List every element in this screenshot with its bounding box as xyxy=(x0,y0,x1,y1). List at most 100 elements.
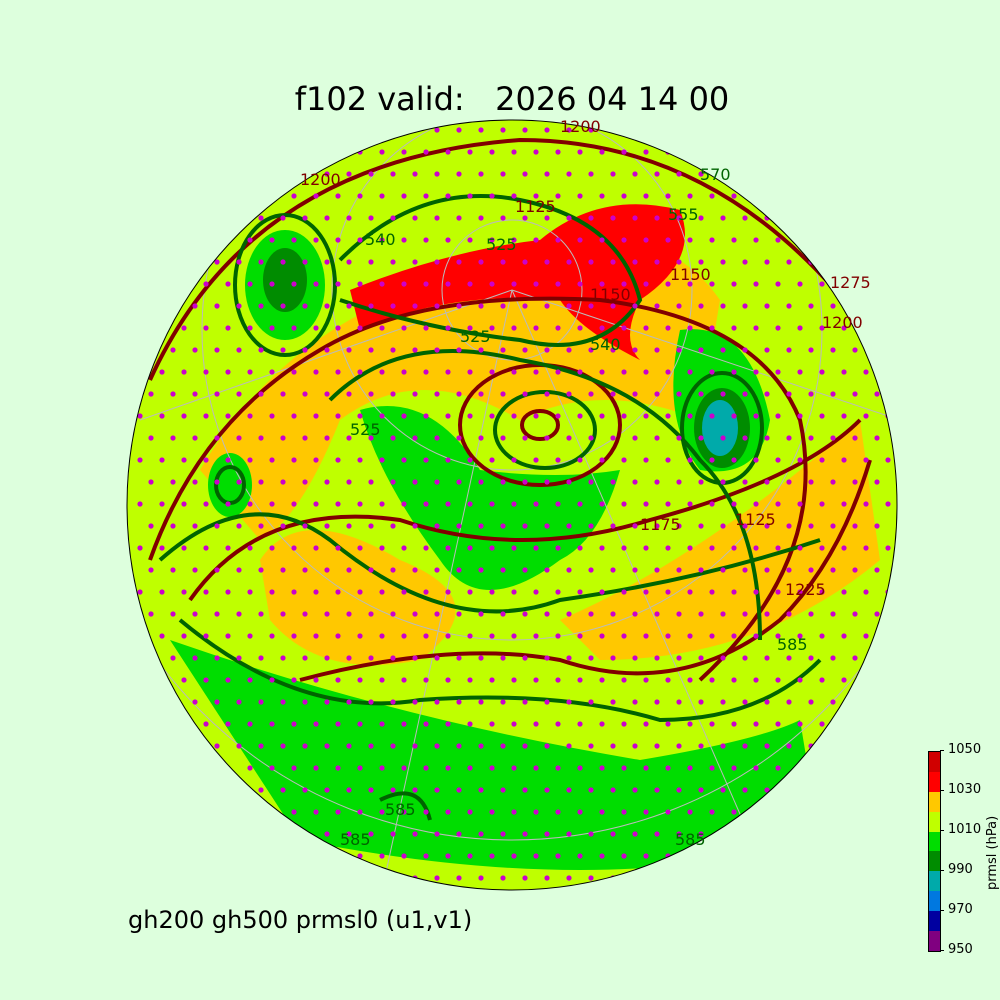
wind-vector-dot xyxy=(632,699,638,705)
wind-vector-dot xyxy=(786,215,792,221)
wind-vector-dot xyxy=(390,787,396,793)
contour-label-gh500: 585 xyxy=(675,830,706,849)
wind-vector-dot xyxy=(819,457,825,463)
wind-vector-dot xyxy=(555,281,561,287)
wind-vector-dot xyxy=(225,193,231,199)
wind-vector-dot xyxy=(753,413,759,419)
wind-vector-dot xyxy=(137,853,143,859)
wind-vector-dot xyxy=(863,501,869,507)
wind-vector-dot xyxy=(533,281,539,287)
wind-vector-dot xyxy=(797,589,803,595)
wind-vector-dot xyxy=(258,875,264,881)
wind-vector-dot xyxy=(676,259,682,265)
wind-vector-dot xyxy=(885,765,891,771)
wind-vector-dot xyxy=(610,655,616,661)
wind-vector-dot xyxy=(885,501,891,507)
wind-vector-dot xyxy=(742,523,748,529)
wind-vector-dot xyxy=(148,699,154,705)
wind-vector-dot xyxy=(643,193,649,199)
wind-vector-dot xyxy=(346,655,352,661)
colorbar-tick xyxy=(940,870,944,871)
wind-vector-dot xyxy=(478,611,484,617)
wind-vector-dot xyxy=(533,809,539,815)
wind-vector-dot xyxy=(511,853,517,859)
wind-vector-dot xyxy=(577,325,583,331)
wind-vector-dot xyxy=(269,193,275,199)
wind-vector-dot xyxy=(676,567,682,573)
wind-vector-dot xyxy=(192,259,198,265)
wind-vector-dot xyxy=(467,545,473,551)
wind-vector-dot xyxy=(467,369,473,375)
wind-vector-dot xyxy=(885,853,891,859)
wind-vector-dot xyxy=(368,171,374,177)
wind-vector-dot xyxy=(159,237,165,243)
wind-vector-dot xyxy=(445,237,451,243)
wind-vector-dot xyxy=(280,655,286,661)
wind-vector-dot xyxy=(896,831,897,837)
wind-vector-dot xyxy=(368,655,374,661)
wind-vector-dot xyxy=(192,743,198,749)
wind-vector-dot xyxy=(852,347,858,353)
wind-vector-dot xyxy=(599,765,605,771)
wind-vector-dot xyxy=(423,809,429,815)
wind-vector-dot xyxy=(632,391,638,397)
wind-vector-dot xyxy=(335,765,341,771)
figure-title: f102 valid: 2026 04 14 00 xyxy=(294,80,730,118)
globe-outline xyxy=(126,119,898,891)
wind-vector-dot xyxy=(863,677,869,683)
figure-subtitle: gh200 gh500 prmsl0 (u1,v1) xyxy=(128,906,473,934)
wind-vector-dot xyxy=(335,809,341,815)
wind-vector-dot xyxy=(687,369,693,375)
wind-vector-dot xyxy=(764,567,770,573)
wind-vector-dot xyxy=(874,523,880,529)
wind-vector-dot xyxy=(313,193,319,199)
wind-vector-dot xyxy=(324,567,330,573)
wind-vector-dot xyxy=(159,589,165,595)
wind-vector-dot xyxy=(610,743,616,749)
wind-vector-dot xyxy=(621,369,627,375)
wind-vector-dot xyxy=(181,501,187,507)
wind-vector-dot xyxy=(555,149,561,155)
wind-vector-dot xyxy=(819,633,825,639)
wind-vector-dot xyxy=(544,831,550,837)
colorbar-tick-label: 990 xyxy=(948,862,973,877)
wind-vector-dot xyxy=(533,193,539,199)
wind-vector-dot xyxy=(456,567,462,573)
wind-vector-dot xyxy=(742,875,748,881)
wind-vector-dot xyxy=(522,831,528,837)
wind-vector-dot xyxy=(335,325,341,331)
wind-vector-dot xyxy=(808,787,814,793)
wind-vector-dot xyxy=(500,479,506,485)
wind-vector-dot xyxy=(269,853,275,859)
wind-vector-dot xyxy=(258,787,264,793)
wind-vector-dot xyxy=(874,127,880,133)
wind-vector-dot xyxy=(786,567,792,573)
wind-vector-dot xyxy=(456,303,462,309)
wind-vector-dot xyxy=(599,853,605,859)
wind-vector-dot xyxy=(841,633,847,639)
wind-vector-dot xyxy=(170,215,176,221)
wind-vector-dot xyxy=(335,193,341,199)
wind-vector-dot xyxy=(390,611,396,617)
wind-vector-dot xyxy=(775,545,781,551)
wind-vector-dot xyxy=(214,347,220,353)
wind-vector-dot xyxy=(291,457,297,463)
wind-vector-dot xyxy=(709,809,715,815)
colorbar xyxy=(928,751,941,952)
wind-vector-dot xyxy=(313,545,319,551)
wind-vector-dot xyxy=(390,831,396,837)
wind-vector-dot xyxy=(302,259,308,265)
wind-vector-dot xyxy=(852,743,858,749)
wind-vector-dot xyxy=(654,655,660,661)
wind-vector-dot xyxy=(148,611,154,617)
wind-vector-dot xyxy=(555,413,561,419)
colorbar-segment xyxy=(929,891,940,912)
contour-label-gh200: 1200 xyxy=(560,117,601,136)
wind-vector-dot xyxy=(269,413,275,419)
wind-vector-dot xyxy=(368,259,374,265)
wind-vector-dot xyxy=(170,611,176,617)
wind-vector-dot xyxy=(489,501,495,507)
wind-vector-dot xyxy=(566,699,572,705)
wind-vector-dot xyxy=(324,523,330,529)
wind-vector-dot xyxy=(676,347,682,353)
